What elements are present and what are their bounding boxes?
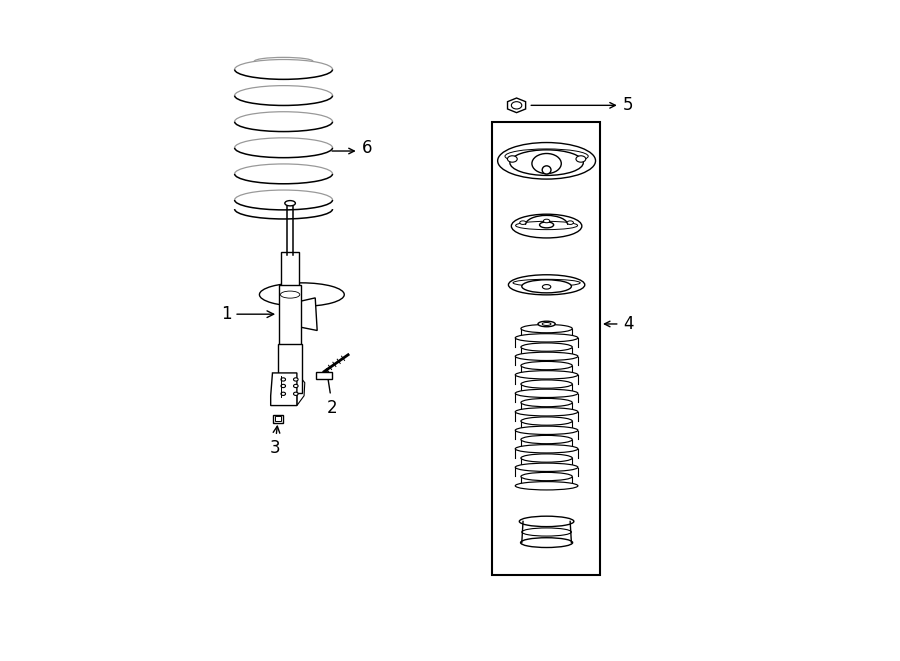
- Ellipse shape: [538, 321, 555, 327]
- Ellipse shape: [511, 102, 522, 109]
- Ellipse shape: [522, 528, 572, 536]
- Ellipse shape: [522, 280, 572, 293]
- Ellipse shape: [505, 149, 589, 163]
- Ellipse shape: [293, 378, 298, 381]
- Ellipse shape: [516, 463, 578, 471]
- Text: 1: 1: [220, 305, 274, 323]
- Ellipse shape: [521, 362, 572, 369]
- Ellipse shape: [516, 334, 578, 342]
- Ellipse shape: [520, 537, 572, 547]
- Ellipse shape: [281, 384, 285, 387]
- Ellipse shape: [521, 454, 572, 462]
- Ellipse shape: [498, 143, 596, 179]
- Polygon shape: [316, 371, 332, 379]
- Ellipse shape: [516, 445, 578, 453]
- Bar: [273, 414, 284, 422]
- Ellipse shape: [521, 380, 572, 388]
- Ellipse shape: [516, 371, 578, 379]
- Ellipse shape: [567, 221, 573, 225]
- Ellipse shape: [542, 323, 551, 325]
- Polygon shape: [271, 373, 297, 406]
- Ellipse shape: [539, 222, 554, 228]
- Ellipse shape: [281, 378, 285, 381]
- Ellipse shape: [513, 280, 580, 286]
- Ellipse shape: [281, 392, 285, 395]
- Ellipse shape: [516, 482, 578, 490]
- Ellipse shape: [508, 156, 518, 162]
- Ellipse shape: [293, 392, 298, 395]
- Ellipse shape: [519, 221, 526, 225]
- Bar: [279, 285, 301, 350]
- Ellipse shape: [532, 153, 562, 174]
- Ellipse shape: [544, 219, 550, 223]
- Ellipse shape: [543, 285, 551, 289]
- Text: 2: 2: [324, 369, 338, 416]
- Bar: [274, 416, 281, 421]
- Ellipse shape: [521, 399, 572, 407]
- Ellipse shape: [519, 516, 574, 527]
- Ellipse shape: [576, 156, 586, 162]
- Bar: [492, 122, 600, 575]
- Ellipse shape: [284, 200, 295, 206]
- Polygon shape: [297, 373, 305, 406]
- Ellipse shape: [542, 166, 551, 174]
- Polygon shape: [508, 98, 526, 112]
- Text: 3: 3: [269, 426, 280, 457]
- Ellipse shape: [521, 473, 572, 481]
- Bar: [278, 344, 302, 393]
- Ellipse shape: [259, 283, 345, 306]
- Ellipse shape: [508, 275, 585, 295]
- Ellipse shape: [281, 291, 300, 298]
- Polygon shape: [301, 298, 317, 330]
- Text: 4: 4: [623, 315, 634, 333]
- Bar: [281, 253, 299, 288]
- Ellipse shape: [521, 325, 572, 332]
- Ellipse shape: [510, 150, 583, 175]
- Ellipse shape: [516, 352, 578, 360]
- Ellipse shape: [516, 389, 578, 397]
- Text: 6: 6: [362, 139, 373, 157]
- Ellipse shape: [521, 417, 572, 425]
- Ellipse shape: [293, 384, 298, 387]
- Ellipse shape: [516, 426, 578, 434]
- Text: 5: 5: [623, 97, 634, 114]
- Ellipse shape: [516, 221, 578, 229]
- Ellipse shape: [521, 343, 572, 351]
- Ellipse shape: [511, 214, 581, 238]
- Ellipse shape: [516, 408, 578, 416]
- Ellipse shape: [521, 436, 572, 444]
